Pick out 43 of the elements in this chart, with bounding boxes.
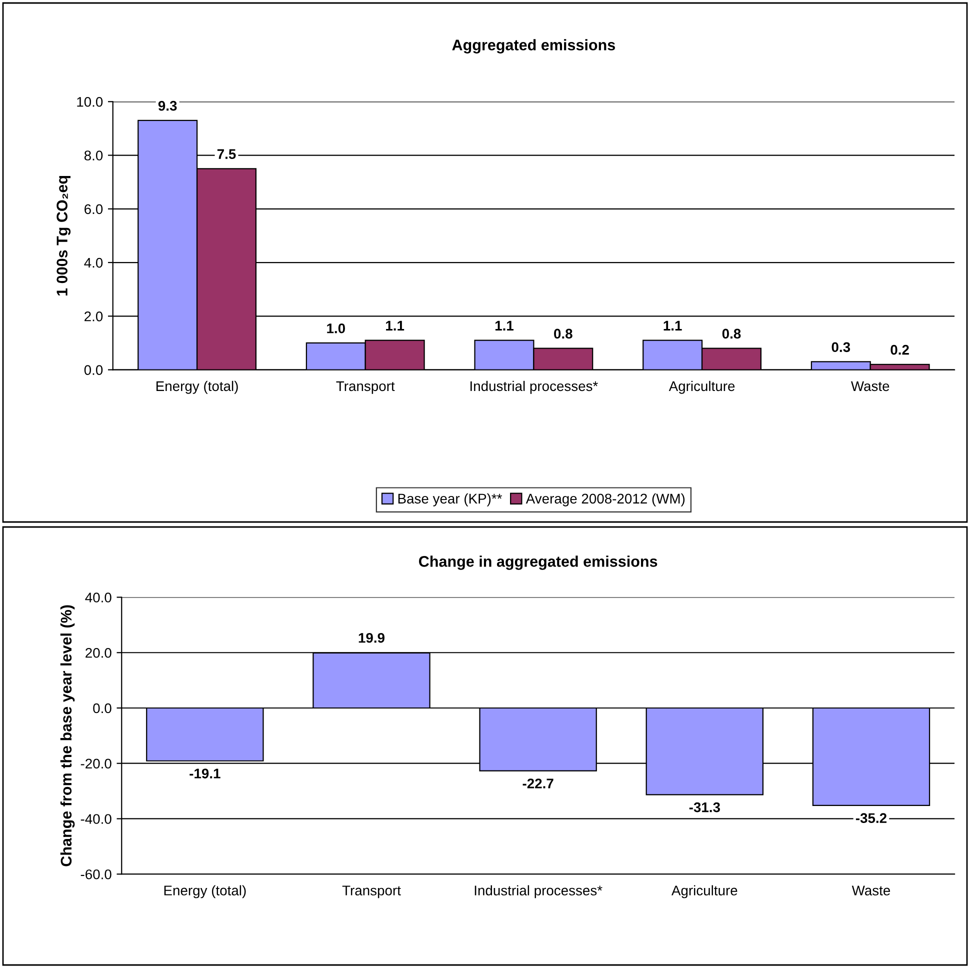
x-tick-label: Waste [852, 886, 890, 896]
y-axis-title: 1 000s Tg CO₂eq [56, 176, 71, 296]
x-tick-label: Transport [336, 381, 395, 394]
y-tick-label: 0.0 [93, 703, 112, 714]
data-label: 0.8 [554, 328, 572, 339]
y-tick-label: 20.0 [86, 648, 112, 658]
y-tick-label: 0.0 [84, 365, 103, 375]
data-label: -31.3 [689, 802, 720, 812]
data-label: 0.8 [722, 328, 741, 339]
data-label: 9.3 [158, 100, 177, 111]
y-tick-label: -40.0 [80, 814, 112, 824]
data-label: -22.7 [522, 778, 554, 788]
data-label: 7.5 [217, 149, 236, 159]
y-tick-label: -20.0 [80, 758, 112, 769]
y-tick-label: 10.0 [77, 96, 103, 107]
y-tick-label: -60.0 [80, 869, 112, 880]
x-tick-label: Agriculture [671, 885, 738, 898]
legend-label: Base year (KP)** [398, 493, 502, 506]
y-tick-label: 40.0 [85, 592, 112, 602]
y-tick-label: 6.0 [84, 204, 103, 214]
x-tick-label: Industrial processes* [474, 885, 602, 898]
y-tick-label: 8.0 [84, 150, 103, 160]
y-tick-label: 2.0 [84, 311, 103, 322]
data-label: 1.1 [386, 320, 404, 330]
data-label: 0.2 [890, 344, 909, 355]
data-label: -19.1 [190, 768, 220, 778]
y-tick-label: 4.0 [84, 258, 103, 268]
data-label: 1.1 [664, 320, 682, 330]
data-label: -35.2 [856, 813, 886, 824]
legend-label: Average 2008-2012 (WM) [526, 493, 685, 506]
x-tick-label: Energy (total) [164, 885, 246, 898]
x-tick-label: Waste [850, 381, 890, 392]
data-label: 19.9 [358, 632, 384, 643]
chart-title: Change in aggregated emissions [419, 556, 658, 570]
y-axis-title: Change from the base year level (%) [60, 605, 75, 866]
data-label: 0.3 [832, 342, 850, 352]
chart-title: Aggregated emissions [452, 39, 615, 54]
data-label: 1.1 [495, 320, 514, 330]
x-tick-label: Industrial processes* [470, 380, 598, 394]
x-tick-label: Agriculture [668, 380, 735, 394]
data-label: 1.0 [327, 323, 345, 334]
x-tick-label: Energy (total) [156, 380, 238, 394]
x-tick-label: Transport [342, 886, 401, 898]
